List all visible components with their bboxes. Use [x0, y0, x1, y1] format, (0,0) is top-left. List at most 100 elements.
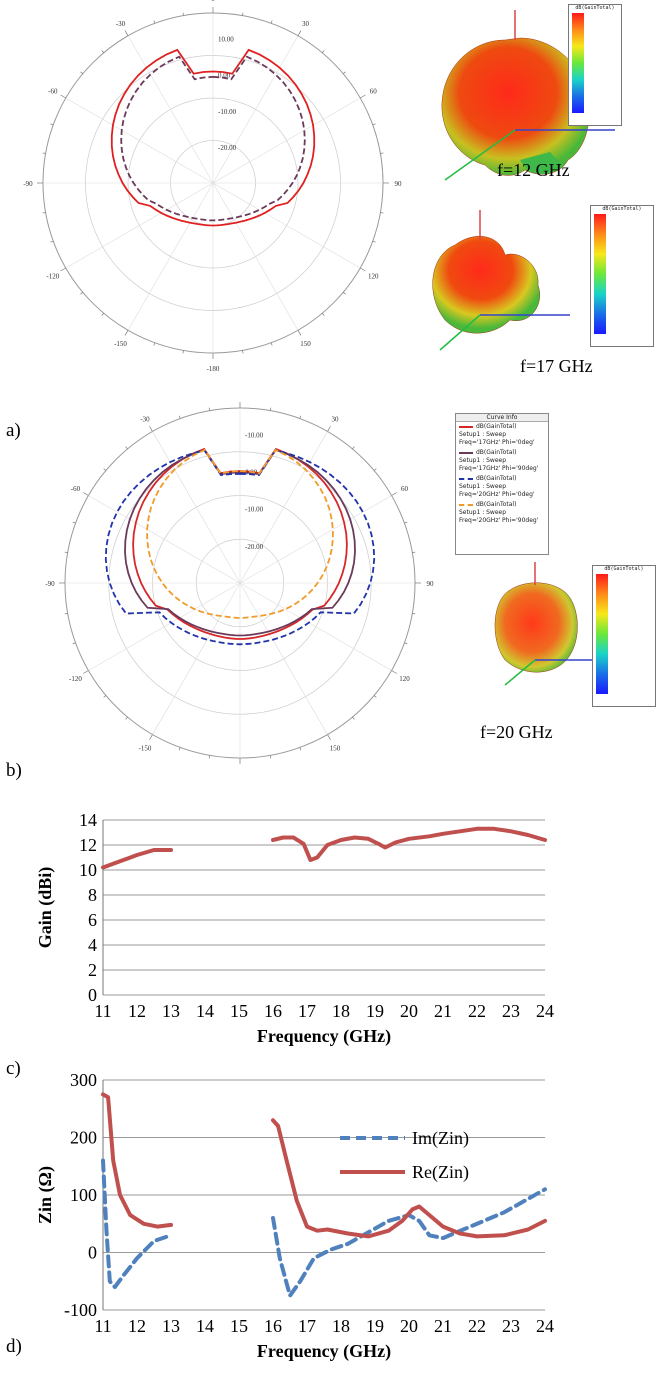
polar-tick	[327, 426, 331, 432]
polar-angle-label: 30	[302, 20, 310, 28]
polar-tick	[124, 330, 129, 336]
polar-tick	[208, 755, 210, 759]
curve-info-name: dB(GainTotal)	[476, 475, 517, 482]
polar-angle-label: -150	[114, 340, 127, 348]
curve-info-entry: dB(GainTotal) Setup1 : Sweep Freq='20GHz' …	[456, 474, 548, 500]
x-tick-label: 22	[468, 1001, 486, 1021]
curve-info-params: Freq='17GHz' Phi='90deg'	[459, 465, 539, 472]
y-axis-label: Zin (Ω)	[35, 1166, 56, 1224]
curve-info-swatch	[459, 503, 473, 506]
curve-info-title: Curve Info	[456, 414, 548, 422]
colorbar-title: dB(GainTotal)	[575, 5, 615, 11]
curve-info-name: dB(GainTotal)	[476, 501, 517, 508]
x-tick-label: 15	[230, 1316, 248, 1336]
polar-tick	[404, 521, 408, 524]
panel-label-d: d)	[6, 1336, 22, 1357]
panel-label-b: b)	[6, 760, 22, 781]
y-tick-label: 12	[79, 835, 97, 855]
series-line-imzin	[271, 1187, 547, 1298]
polar-tick	[153, 20, 156, 24]
polar-tick	[380, 152, 384, 154]
polar-spoke	[212, 182, 299, 331]
x-tick-label: 21	[434, 1001, 452, 1021]
polar-radial-label: 10.00	[218, 36, 234, 44]
legend-label: Re(Zin)	[412, 1162, 469, 1183]
polar-tick	[178, 747, 181, 751]
y-tick-label: 0	[88, 985, 97, 1005]
x-tick-label: 11	[94, 1001, 111, 1021]
polar-tick	[50, 123, 54, 126]
polar-curve-solid	[110, 48, 316, 227]
polar-curve-17ghz-phi90	[124, 448, 356, 637]
polar-spoke	[239, 582, 392, 671]
x-tick-label: 15	[230, 1001, 248, 1021]
curve-info-setup: Setup1 : Sweep	[459, 483, 507, 490]
freq-label-17ghz: f=17 GHz	[520, 356, 593, 376]
curve-info-setup: Setup1 : Sweep	[459, 431, 507, 438]
polar-tick	[297, 330, 302, 336]
freq-label-12ghz: f=12 GHz	[497, 160, 570, 180]
polar-tick	[50, 240, 54, 243]
curve-info-entry: dB(GainTotal) Setup1 : Sweep Freq='17GHz' …	[456, 422, 548, 448]
polar-spoke	[212, 182, 361, 269]
polar-tick	[103, 468, 107, 471]
polar-spoke	[239, 582, 328, 735]
polar-angle-label: 90	[427, 580, 435, 588]
polar-angle-label: -60	[48, 88, 58, 96]
panel-label-a: a)	[6, 420, 21, 441]
polar-tick	[360, 267, 366, 272]
x-tick-label: 17	[298, 1316, 316, 1336]
y-tick-label: -100	[64, 1300, 97, 1320]
polar-tick	[412, 551, 416, 553]
pattern-3d-17ghz	[432, 210, 570, 351]
y-tick-label: 200	[70, 1128, 97, 1148]
polar-angle-label: 30	[332, 415, 340, 423]
polar-tick	[360, 94, 366, 99]
polar-tick	[352, 716, 355, 720]
polar-spoke	[127, 182, 214, 331]
polar-tick	[270, 407, 272, 411]
polar-tick	[101, 313, 104, 316]
x-tick-label: 20	[400, 1316, 418, 1336]
polar-angle-label: -90	[45, 580, 55, 588]
y-tick-label: 100	[70, 1185, 97, 1205]
polar-spoke	[239, 495, 392, 584]
polar-tick	[322, 313, 325, 316]
panel-label-c: c)	[6, 1058, 21, 1079]
polar-tick	[124, 30, 129, 36]
colorbar-20ghz: dB(GainTotal)	[592, 565, 656, 707]
polar-tick	[299, 747, 302, 751]
x-tick-label: 18	[332, 1001, 350, 1021]
polar-radial-label: -20.00	[218, 144, 237, 152]
polar-plot-b: 0306090120150-180-150-120-90-60-30-10.00…	[45, 402, 435, 764]
curve-info-swatch	[459, 477, 473, 480]
polar-spoke	[152, 582, 241, 735]
polar-tick	[149, 734, 153, 740]
polar-tick	[412, 613, 416, 615]
curve-info-params: Freq='20GHz' Phi='90deg'	[459, 517, 539, 524]
series-line-gain	[271, 826, 547, 862]
polar-angle-label: -90	[23, 180, 33, 188]
x-tick-label: 12	[128, 1001, 146, 1021]
polar-tick	[101, 50, 104, 53]
curve-info-swatch	[459, 425, 473, 428]
polar-spoke	[212, 35, 299, 184]
polar-tick	[391, 492, 397, 496]
polar-tick	[380, 212, 384, 214]
polar-radial-label: -10.00	[245, 506, 264, 514]
polar-angle-label: 150	[300, 340, 311, 348]
series-line-gain	[101, 848, 173, 870]
polar-tick	[125, 446, 128, 450]
polar-tick	[372, 123, 376, 126]
polar-angle-label: -60	[71, 485, 81, 493]
polar-tick	[60, 267, 66, 272]
polar-curve-20ghz-phi0	[104, 449, 376, 646]
x-axis-label: Frequency (GHz)	[257, 1026, 391, 1047]
polar-tick	[327, 734, 331, 740]
polar-curve-20ghz-phi90	[146, 448, 334, 619]
polar-tick	[42, 212, 46, 214]
polar-tick	[343, 292, 346, 295]
x-tick-label: 22	[468, 1316, 486, 1336]
x-tick-label: 16	[264, 1316, 282, 1336]
